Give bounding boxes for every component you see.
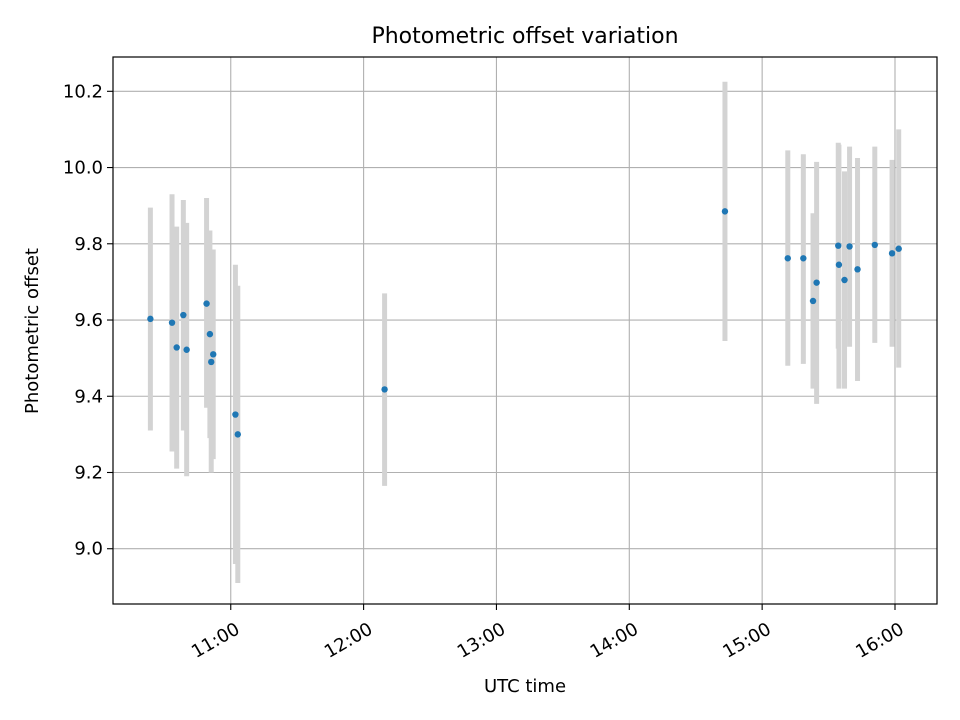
data-points [147, 208, 902, 438]
y-axis-label: Photometric offset [22, 248, 43, 414]
data-point [147, 315, 154, 323]
data-point [168, 319, 176, 326]
x-axis-label: UTC time [484, 676, 566, 697]
data-point [888, 250, 896, 257]
y-axis-ticks: 9.0 9.2 9.4 9.6 9.8 10.0 10.2 [63, 81, 113, 560]
data-point [835, 261, 843, 268]
data-point [835, 242, 842, 249]
y-tick-label: 9.0 [74, 539, 103, 560]
data-point [173, 344, 180, 351]
y-tick-label: 9.6 [74, 310, 103, 331]
data-point [800, 255, 807, 262]
data-point [784, 255, 791, 262]
data-point [234, 431, 241, 438]
data-point [854, 266, 861, 273]
data-point [381, 386, 388, 393]
grid [113, 57, 937, 604]
data-point [203, 300, 210, 307]
y-tick-label: 9.8 [74, 234, 103, 255]
y-tick-label: 9.4 [74, 386, 103, 407]
data-point [210, 351, 217, 358]
chart-title: Photometric offset variation [371, 24, 678, 49]
data-point [841, 276, 848, 284]
data-point [846, 243, 853, 250]
plot-frame [112, 56, 938, 605]
y-tick-label: 9.2 [74, 462, 103, 483]
data-point [232, 411, 239, 418]
data-point [206, 330, 214, 338]
data-point [183, 346, 190, 353]
data-point [813, 279, 820, 286]
data-point [895, 245, 902, 252]
data-point [809, 297, 817, 305]
data-point [180, 311, 187, 319]
data-point [721, 208, 729, 215]
data-point [208, 358, 215, 366]
y-tick-label: 10.0 [63, 158, 103, 179]
y-tick-label: 10.2 [63, 81, 103, 102]
data-point [871, 241, 879, 249]
